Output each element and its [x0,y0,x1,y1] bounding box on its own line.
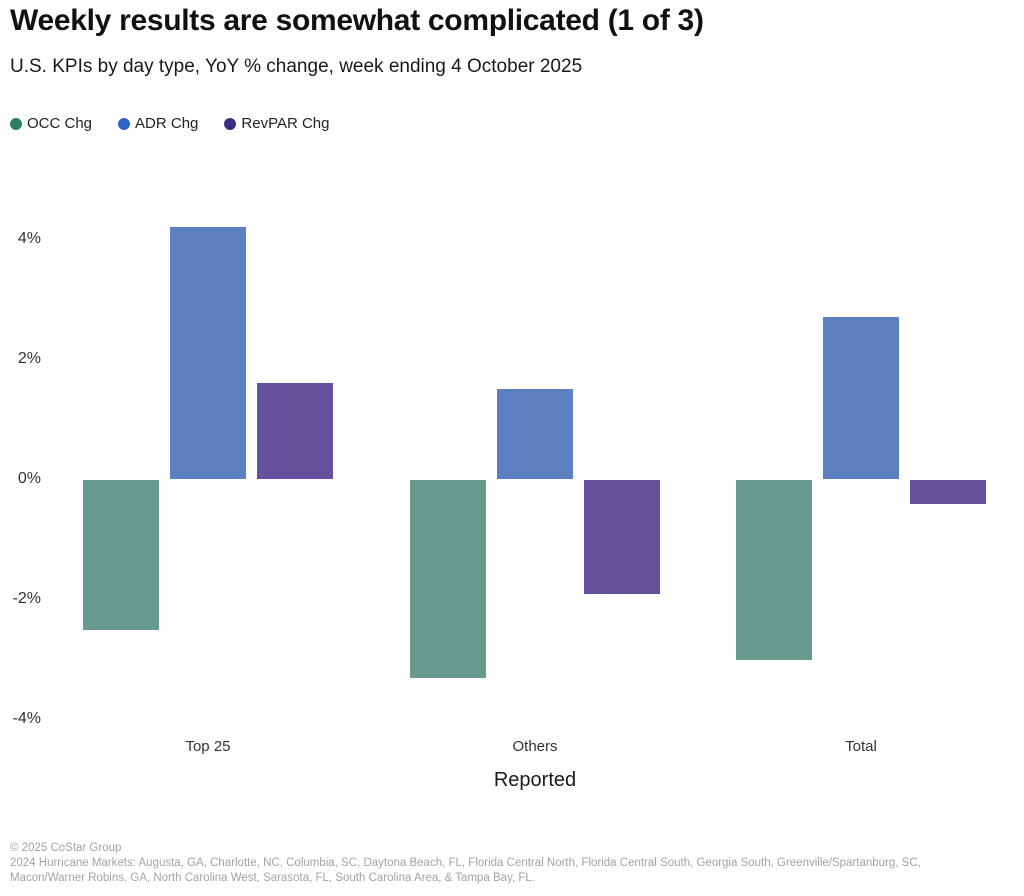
x-axis-title: Reported [493,769,577,791]
revpar-chg-legend-dot-icon [224,117,237,130]
bar-top-25-revpar-chg [257,383,333,479]
footer: © 2025 CoStar Group 2024 Hurricane Marke… [10,841,1018,886]
y-axis-tick-label: -4% [12,710,41,727]
footer-copyright: © 2025 CoStar Group [10,842,122,854]
y-axis-tick-label: -2% [12,590,41,607]
bar-others-occ-chg [410,480,486,678]
legend-item-label: OCC Chg [27,115,93,132]
bar-total-revpar-chg [910,480,986,504]
chart-legend: OCC Chg ADR Chg RevPAR Chg [10,115,355,132]
y-axis-tick-label: 0% [17,470,41,487]
x-axis-category-label-others: Others [512,738,558,755]
adr-chg-legend-dot-icon [118,117,131,130]
bar-total-adr-chg [823,317,899,479]
footer-note-line-1: 2024 Hurricane Markets: Augusta, GA, Cha… [10,857,921,869]
legend-item-label: ADR Chg [135,115,199,132]
legend-item-label: RevPAR Chg [241,115,330,132]
x-axis-category-label-total: Total [845,738,877,755]
bar-top-25-occ-chg [83,480,159,630]
y-axis-tick-label: 2% [17,350,41,367]
page-subtitle: U.S. KPIs by day type, YoY % change, wee… [10,56,583,77]
bar-top-25-adr-chg [170,227,246,479]
bar-others-adr-chg [497,389,573,479]
y-axis-tick-label: 4% [17,230,41,247]
footer-note-line-2: Macon/Warner Robins, GA, North Carolina … [10,872,535,884]
legend-item-revpar-chg: RevPAR Chg [224,115,329,132]
occ-chg-legend-dot-icon [10,117,22,130]
page-title: Weekly results are somewhat complicated … [10,4,704,37]
bar-others-revpar-chg [584,480,660,594]
legend-item-occ-chg: OCC Chg [10,115,92,132]
bar-total-occ-chg [736,480,812,660]
x-axis-category-label-top-25: Top 25 [185,738,231,755]
legend-item-adr-chg: ADR Chg [118,115,198,132]
